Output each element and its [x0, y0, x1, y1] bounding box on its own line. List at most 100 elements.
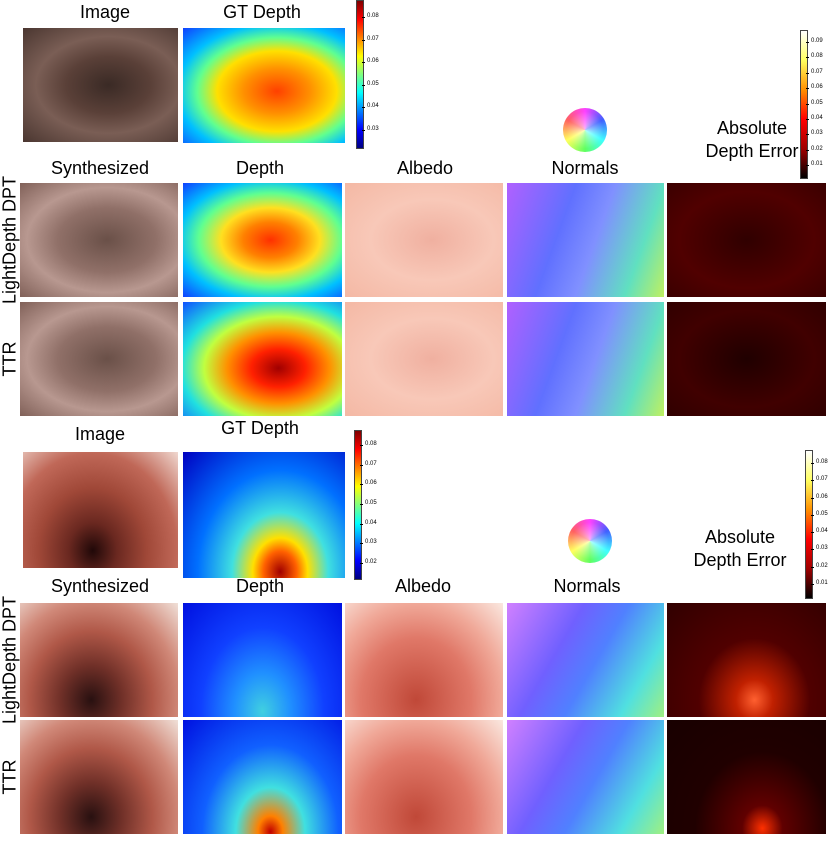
- colorbar-tick-mark: [811, 462, 814, 464]
- colorbar-tick-mark: [360, 523, 363, 525]
- colorbar-tick-label: 0.05: [816, 510, 828, 517]
- colorbar-tick-label: 0.06: [367, 58, 379, 65]
- colorbar-tick-mark: [362, 39, 365, 41]
- synthesized-image: [20, 183, 178, 297]
- gt-label: GT Depth: [223, 2, 301, 22]
- column-header: Albedo: [396, 158, 454, 178]
- image-label: Image: [74, 424, 126, 444]
- column-header: Normals: [553, 576, 621, 596]
- column-header: Albedo: [394, 576, 452, 596]
- colorbar-tick-label: 0.02: [816, 562, 828, 569]
- depth-map: [183, 302, 342, 416]
- colorbar-tick-label: 0.04: [365, 519, 377, 526]
- colorbar: [805, 450, 813, 599]
- colorbar-tick-mark: [806, 118, 809, 120]
- albedo-map: [345, 183, 503, 297]
- gt-depth-image: [183, 28, 345, 143]
- colorbar-tick-label: 0.06: [811, 84, 823, 91]
- colorbar-tick-label: 0.07: [367, 35, 379, 42]
- input-image: [23, 452, 178, 568]
- colorbar-tick-label: 0.03: [367, 126, 379, 133]
- colorbar-tick-mark: [806, 134, 809, 135]
- colorbar-tick-label: 0.04: [367, 103, 379, 110]
- colorbar-tick-label: 0.08: [816, 458, 828, 465]
- normals-map: [507, 603, 664, 717]
- colorbar-tick-mark: [362, 130, 365, 131]
- row-label: TTR: [0, 759, 20, 795]
- synthesized-image: [20, 720, 178, 834]
- colorbar-tick-label: 0.08: [367, 12, 379, 19]
- colorbar-tick-mark: [360, 484, 363, 485]
- column-header: Depth: [235, 576, 285, 596]
- colorbar-tick-label: 0.05: [367, 80, 379, 87]
- error-map: [667, 720, 826, 834]
- colorbar-tick-mark: [811, 497, 814, 499]
- colorbar-tick-label: 0.07: [816, 476, 828, 483]
- colorbar-tick-mark: [806, 149, 809, 151]
- colorbar-tick-label: 0.02: [365, 559, 377, 566]
- colorbar-tick-label: 0.03: [816, 545, 828, 552]
- colorbar-tick-mark: [811, 549, 814, 550]
- colorbar-tick-label: 0.08: [365, 440, 377, 447]
- colorbar-tick-label: 0.01: [811, 161, 823, 168]
- normal-sphere: [568, 519, 612, 563]
- colorbar-tick-label: 0.06: [365, 480, 377, 487]
- albedo-map: [345, 720, 503, 834]
- row-label: LightDepth DPT: [0, 175, 20, 305]
- colorbar-tick-label: 0.03: [811, 130, 823, 137]
- synthesized-image: [20, 603, 178, 717]
- column-header: Synthesized: [50, 576, 150, 596]
- column-header: Synthesized: [50, 158, 150, 178]
- row-label: TTR: [0, 341, 20, 377]
- colorbar-tick-label: 0.08: [811, 53, 823, 60]
- colorbar: [356, 0, 364, 149]
- error-map: [667, 183, 826, 297]
- albedo-map: [345, 302, 503, 416]
- colorbar-tick-label: 0.04: [811, 114, 823, 121]
- colorbar-tick-label: 0.06: [816, 493, 828, 500]
- normals-map: [507, 302, 664, 416]
- colorbar-tick-mark: [360, 543, 363, 544]
- colorbar-tick-mark: [806, 165, 809, 166]
- error-map: [667, 302, 826, 416]
- synthesized-image: [20, 302, 178, 416]
- colorbar-tick-mark: [806, 57, 809, 58]
- colorbar-tick-mark: [811, 584, 814, 585]
- image-label: Image: [79, 2, 131, 22]
- colorbar-tick-label: 0.05: [811, 99, 823, 106]
- colorbar-tick-label: 0.03: [365, 539, 377, 546]
- gt-label: GT Depth: [221, 418, 299, 438]
- colorbar-tick-mark: [360, 563, 363, 564]
- colorbar-tick-mark: [806, 72, 809, 74]
- colorbar-tick-label: 0.04: [816, 528, 828, 535]
- albedo-map: [345, 603, 503, 717]
- colorbar-tick-label: 0.02: [811, 145, 823, 152]
- colorbar-tick-mark: [811, 514, 814, 516]
- input-image: [23, 28, 178, 142]
- colorbar-tick-label: 0.07: [811, 68, 823, 75]
- colorbar-tick-label: 0.01: [816, 580, 828, 587]
- colorbar-tick-mark: [362, 107, 365, 108]
- colorbar: [354, 430, 362, 580]
- gt-depth-image: [183, 452, 345, 578]
- colorbar: [800, 30, 808, 179]
- column-header: Normals: [551, 158, 619, 178]
- error-label: Absolute Depth Error: [693, 527, 787, 570]
- column-header: Depth: [235, 158, 285, 178]
- colorbar-tick-mark: [806, 88, 809, 89]
- colorbar-tick-mark: [806, 41, 809, 43]
- error-map: [667, 603, 826, 717]
- colorbar-tick-mark: [806, 103, 809, 104]
- depth-map: [183, 720, 342, 834]
- colorbar-tick-mark: [360, 464, 363, 466]
- normals-map: [507, 183, 664, 297]
- normal-sphere: [563, 108, 607, 152]
- colorbar-tick-mark: [360, 504, 363, 505]
- row-label: LightDepth DPT: [0, 595, 20, 725]
- colorbar-tick-mark: [362, 16, 365, 18]
- colorbar-tick-mark: [362, 84, 365, 86]
- colorbar-tick-mark: [362, 62, 365, 63]
- error-label: Absolute Depth Error: [705, 118, 799, 161]
- colorbar-tick-label: 0.07: [365, 460, 377, 467]
